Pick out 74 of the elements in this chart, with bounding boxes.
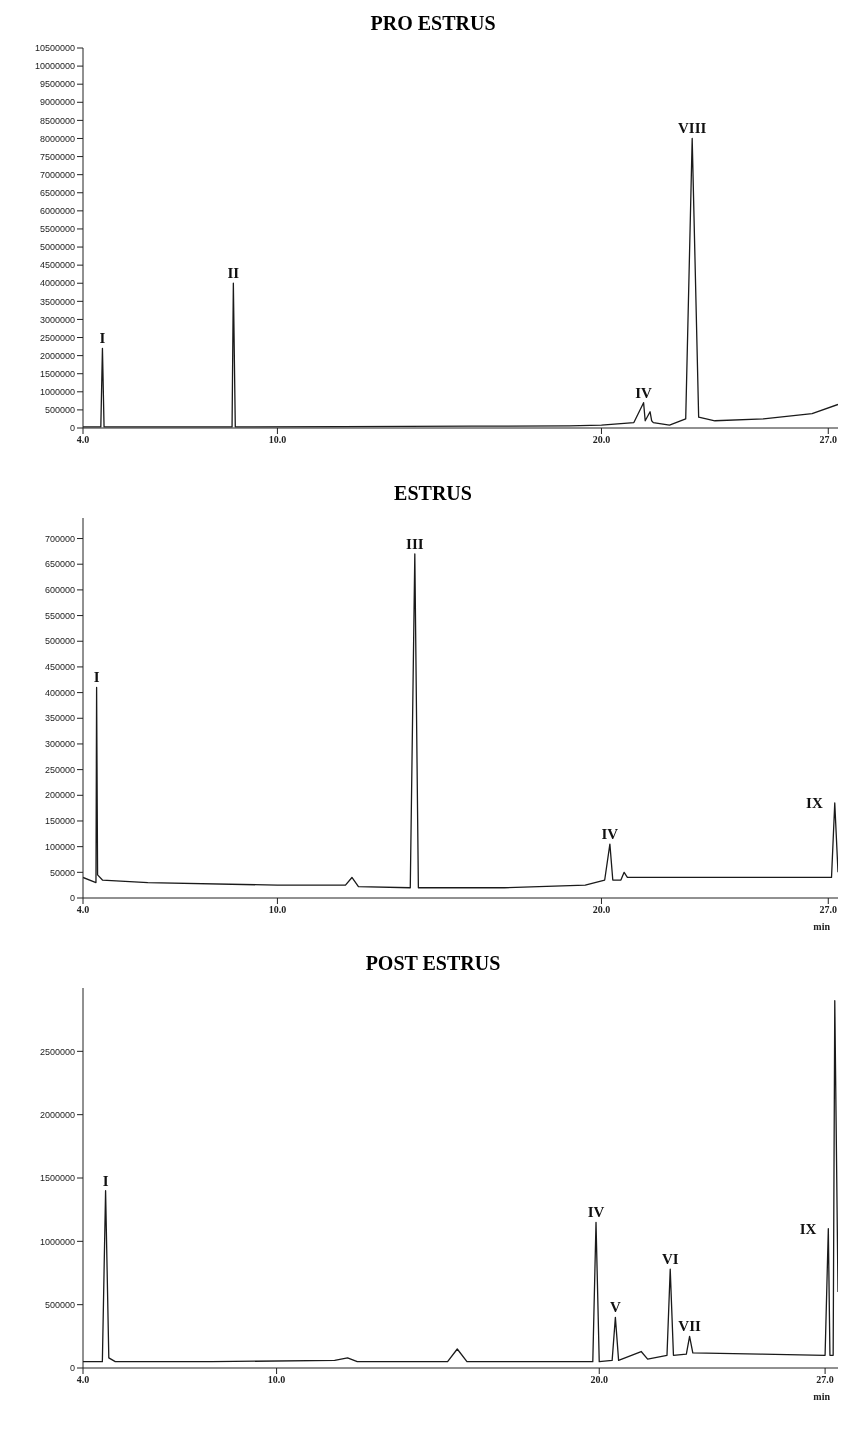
x-tick-label: 10.0 — [268, 904, 287, 916]
x-tick-label: 4.0 — [76, 1374, 90, 1386]
y-tick-label: 1500000 — [39, 368, 75, 379]
y-tick-label: 8500000 — [39, 115, 75, 126]
x-tick-label: 4.0 — [76, 904, 90, 916]
y-tick-label: 50000 — [49, 867, 75, 878]
y-tick-label: 500000 — [44, 636, 75, 647]
annotation: VII — [678, 1318, 701, 1335]
chart-title: PRO ESTRUS — [369, 12, 497, 35]
y-tick-label: 600000 — [44, 585, 75, 596]
y-tick-label: 9500000 — [39, 79, 75, 90]
annotation: I — [93, 669, 100, 686]
y-tick-label: 7000000 — [39, 169, 75, 180]
y-tick-label: 450000 — [44, 662, 75, 673]
y-tick-label: 0 — [69, 893, 75, 904]
annotation: IV — [587, 1204, 605, 1221]
y-tick-label: 650000 — [44, 559, 75, 570]
x-axis-title: min — [813, 1391, 831, 1402]
y-tick-label: 1500000 — [39, 1173, 75, 1184]
y-tick-label: 10500000 — [34, 43, 75, 54]
y-tick-label: 2500000 — [39, 332, 75, 343]
x-tick-label: 27.0 — [819, 434, 838, 446]
y-tick-label: 150000 — [44, 816, 75, 827]
y-tick-label: 200000 — [44, 790, 75, 801]
annotation: VI — [661, 1251, 679, 1268]
x-tick-label: 10.0 — [267, 1374, 286, 1386]
y-tick-label: 5000000 — [39, 242, 75, 253]
x-tick-label: 10.0 — [268, 434, 287, 446]
x-tick-label: 27.0 — [816, 1374, 834, 1386]
y-tick-label: 500000 — [44, 1299, 75, 1310]
y-tick-label: 2500000 — [39, 1046, 75, 1057]
annotation: IV — [635, 384, 653, 401]
y-tick-label: 10000000 — [34, 61, 75, 72]
annotation: VIII — [678, 120, 707, 137]
y-tick-label: 500000 — [44, 405, 75, 416]
y-tick-label: 4500000 — [39, 260, 75, 271]
annotation: III — [406, 535, 424, 552]
x-tick-label: 20.0 — [592, 434, 611, 446]
y-tick-label: 5500000 — [39, 224, 75, 235]
x-tick-label: 20.0 — [592, 904, 611, 916]
y-tick-label: 3000000 — [39, 314, 75, 325]
chart-title: POST ESTRUS — [364, 952, 502, 975]
y-tick-label: 100000 — [44, 841, 75, 852]
y-tick-label: 9000000 — [39, 97, 75, 108]
y-tick-label: 6500000 — [39, 187, 75, 198]
y-tick-label: 0 — [69, 423, 75, 434]
y-tick-label: 350000 — [44, 713, 75, 724]
y-tick-label: 7500000 — [39, 151, 75, 162]
x-axis-title: min — [813, 921, 831, 932]
y-tick-label: 2000000 — [39, 350, 75, 361]
annotation: V — [609, 1299, 621, 1316]
y-tick-label: 400000 — [44, 687, 75, 698]
annotation: I — [99, 330, 106, 347]
y-tick-label: 300000 — [44, 739, 75, 750]
x-tick-label: 20.0 — [590, 1374, 608, 1386]
annotation: II — [227, 265, 240, 282]
y-tick-label: 6000000 — [39, 206, 75, 217]
y-tick-label: 700000 — [44, 533, 75, 544]
y-tick-label: 8000000 — [39, 133, 75, 144]
annotation: IX — [806, 795, 823, 812]
annotation: I — [102, 1172, 109, 1189]
y-tick-label: 250000 — [44, 764, 75, 775]
y-tick-label: 1000000 — [39, 387, 75, 397]
annotation: IX — [799, 1220, 817, 1237]
y-tick-label: 550000 — [44, 610, 75, 621]
y-tick-label: 1000000 — [39, 1236, 75, 1247]
x-tick-label: 27.0 — [819, 904, 838, 916]
y-tick-label: 4000000 — [39, 278, 75, 289]
y-tick-label: 3500000 — [39, 296, 75, 307]
annotation: IV — [601, 826, 619, 843]
y-tick-label: 0 — [69, 1363, 75, 1374]
chart-title: ESTRUS — [393, 482, 473, 505]
y-tick-label: 2000000 — [39, 1109, 75, 1120]
x-tick-label: 4.0 — [76, 434, 90, 446]
